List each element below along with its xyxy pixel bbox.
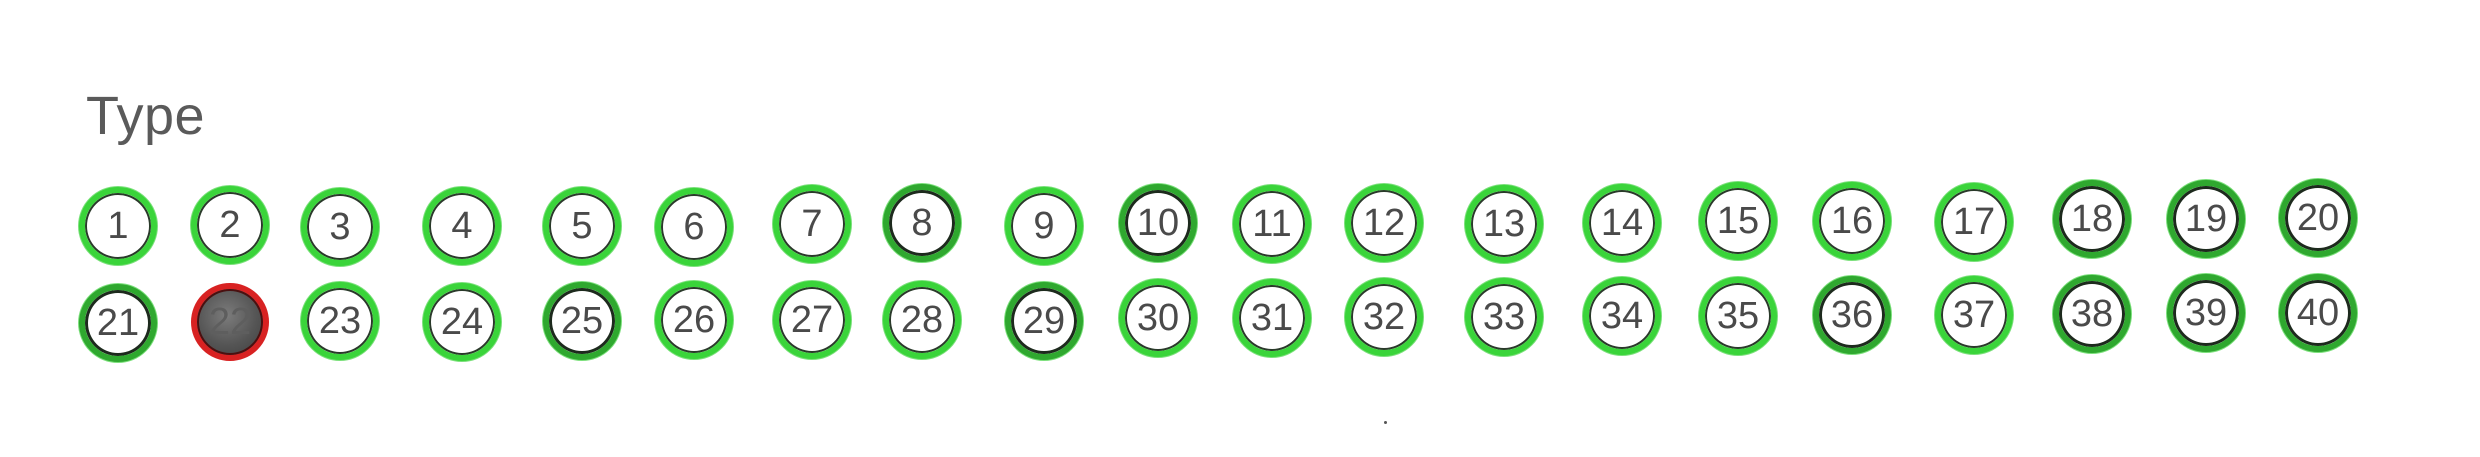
bubble-12[interactable]: 12	[1345, 184, 1423, 262]
bubble-label: 21	[96, 302, 140, 344]
bubble-label: 34	[1600, 295, 1644, 337]
bubble-label: 14	[1600, 202, 1644, 244]
stray-mark	[1384, 421, 1387, 424]
bubble-15[interactable]: 15	[1699, 182, 1777, 260]
bubble-1[interactable]: 1	[79, 187, 157, 265]
bubble-label: 27	[790, 299, 834, 341]
bubble-32[interactable]: 32	[1345, 278, 1423, 356]
bubble-label: 13	[1482, 203, 1526, 245]
bubble-label: 30	[1136, 297, 1180, 339]
bubble-5[interactable]: 5	[543, 187, 621, 265]
bubble-19[interactable]: 19	[2167, 180, 2245, 258]
bubble-label: 15	[1716, 200, 1760, 242]
bubble-label: 9	[1033, 205, 1055, 247]
bubble-3[interactable]: 3	[301, 188, 379, 266]
bubble-37[interactable]: 37	[1935, 276, 2013, 354]
bubble-label: 35	[1716, 295, 1760, 337]
bubble-label: 2	[219, 204, 241, 246]
bubble-label: 17	[1952, 201, 1996, 243]
bubble-17[interactable]: 17	[1935, 183, 2013, 261]
bubble-31[interactable]: 31	[1233, 279, 1311, 357]
bubble-30[interactable]: 30	[1119, 279, 1197, 357]
bubble-label: 20	[2296, 197, 2340, 239]
bubble-label: 7	[801, 203, 823, 245]
bubble-29[interactable]: 29	[1005, 282, 1083, 360]
bubble-7[interactable]: 7	[773, 185, 851, 263]
bubble-label: 36	[1830, 294, 1874, 336]
bubble-label: 26	[672, 299, 716, 341]
bubble-label: 39	[2184, 292, 2228, 334]
bubble-28[interactable]: 28	[883, 281, 961, 359]
bubble-label: 25	[560, 300, 604, 342]
bubble-label: 31	[1250, 297, 1294, 339]
bubble-22[interactable]: 22	[191, 283, 269, 361]
bubble-label: 16	[1830, 200, 1874, 242]
bubble-13[interactable]: 13	[1465, 185, 1543, 263]
bubble-39[interactable]: 39	[2167, 274, 2245, 352]
bubble-label: 32	[1362, 296, 1406, 338]
bubble-label: 37	[1952, 294, 1996, 336]
bubble-10[interactable]: 10	[1119, 184, 1197, 262]
bubble-2[interactable]: 2	[191, 186, 269, 264]
bubble-label: 1	[107, 205, 129, 247]
bubble-label: 28	[900, 299, 944, 341]
bubble-label: 19	[2184, 198, 2228, 240]
bubble-label: 23	[318, 300, 362, 342]
bubble-label: 4	[451, 205, 473, 247]
bubble-9[interactable]: 9	[1005, 187, 1083, 265]
bubble-36[interactable]: 36	[1813, 276, 1891, 354]
section-title: Type	[86, 86, 206, 146]
bubble-21[interactable]: 21	[79, 284, 157, 362]
bubble-33[interactable]: 33	[1465, 278, 1543, 356]
bubble-6[interactable]: 6	[655, 188, 733, 266]
bubble-label: 40	[2296, 292, 2340, 334]
bubble-27[interactable]: 27	[773, 281, 851, 359]
bubble-label: 29	[1022, 300, 1066, 342]
bubble-35[interactable]: 35	[1699, 277, 1777, 355]
bubble-label: 3	[329, 206, 351, 248]
bubble-38[interactable]: 38	[2053, 275, 2131, 353]
bubble-label: 12	[1362, 202, 1406, 244]
bubble-8[interactable]: 8	[883, 184, 961, 262]
bubble-label: 8	[911, 202, 933, 244]
bubble-20[interactable]: 20	[2279, 179, 2357, 257]
bubble-23[interactable]: 23	[301, 282, 379, 360]
bubble-label: 6	[683, 206, 705, 248]
bubble-34[interactable]: 34	[1583, 277, 1661, 355]
bubble-label: 5	[571, 205, 593, 247]
bubble-label: 10	[1136, 202, 1180, 244]
bubble-26[interactable]: 26	[655, 281, 733, 359]
bubble-25[interactable]: 25	[543, 282, 621, 360]
bubble-label: 33	[1482, 296, 1526, 338]
bubble-label: 11	[1252, 203, 1292, 245]
bubble-label: 38	[2070, 293, 2114, 335]
bubble-18[interactable]: 18	[2053, 180, 2131, 258]
bubble-24[interactable]: 24	[423, 283, 501, 361]
bubble-label: 18	[2070, 198, 2114, 240]
bubble-11[interactable]: 11	[1233, 185, 1311, 263]
bubble-16[interactable]: 16	[1813, 182, 1891, 260]
bubble-4[interactable]: 4	[423, 187, 501, 265]
bubble-40[interactable]: 40	[2279, 274, 2357, 352]
bubble-label: 24	[440, 301, 484, 343]
bubble-14[interactable]: 14	[1583, 184, 1661, 262]
bubble-label: 22	[208, 301, 252, 343]
